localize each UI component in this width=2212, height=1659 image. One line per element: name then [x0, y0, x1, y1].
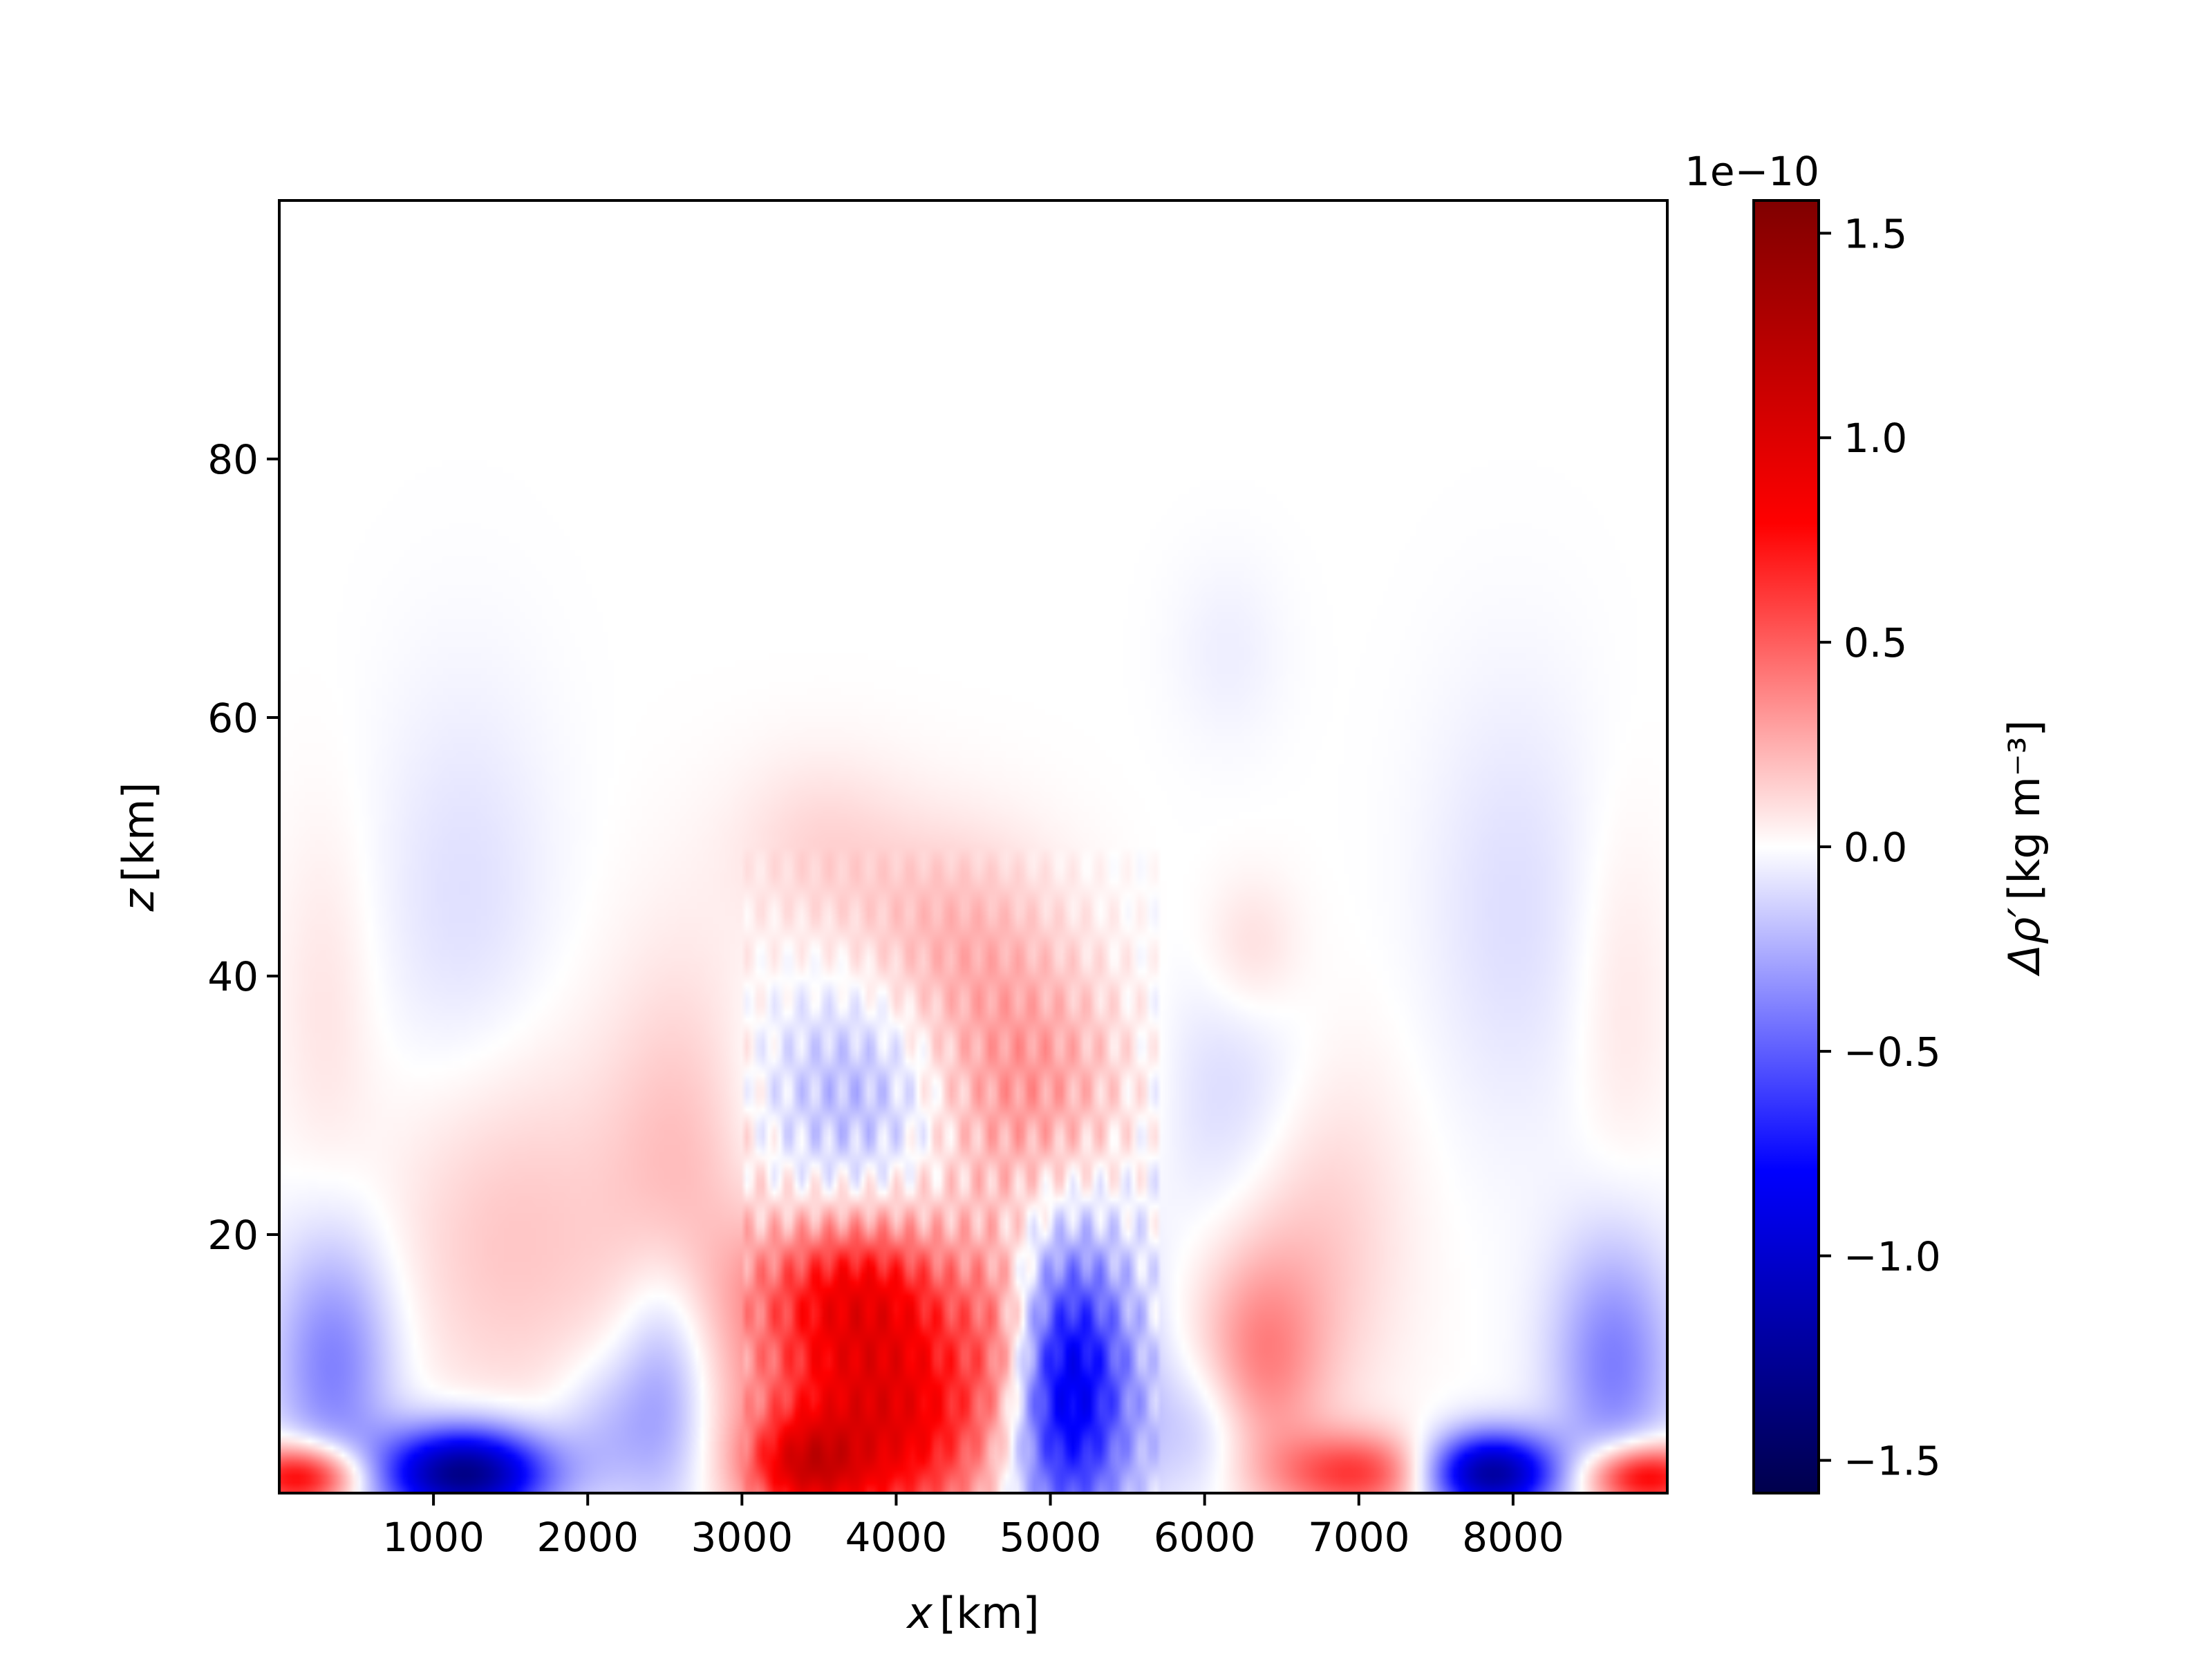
colorbar-tick-label: −1.0: [1844, 1233, 1941, 1280]
y-axis-label-var: z: [113, 888, 164, 912]
x-axis-ticks: 1000 2000 3000 4000 5000 6000 7000 8000: [382, 1493, 1564, 1561]
colorbar-tick-label: −0.5: [1844, 1029, 1941, 1076]
colorbar-tick-label: 1.0: [1844, 415, 1907, 462]
x-tick-label: 8000: [1462, 1514, 1564, 1561]
colorbar-scale-label: 1e−10: [1685, 148, 1819, 195]
x-tick-label: 2000: [536, 1514, 639, 1561]
x-axis-label: x [km]: [906, 1588, 1039, 1638]
y-tick-label: 60: [207, 695, 259, 742]
x-tick-label: 3000: [691, 1514, 794, 1561]
colorbar-tick-label: 0.0: [1844, 824, 1907, 871]
colorbar-tick-label: 1.5: [1844, 210, 1907, 257]
x-axis-label-unit: [km]: [939, 1588, 1040, 1638]
x-tick-label: 5000: [1000, 1514, 1102, 1561]
x-tick-label: 1000: [382, 1514, 485, 1561]
x-axis-label-var: x: [906, 1588, 933, 1638]
y-tick-label: 20: [207, 1212, 259, 1259]
plot-frame: [278, 199, 1669, 1494]
y-tick-label: 40: [207, 953, 259, 1000]
colorbar: [1752, 199, 1820, 1494]
y-axis-label-unit: [km]: [113, 782, 164, 882]
colorbar-ticks: −1.5 −1.0 −0.5 0.0 0.5 1.0 1.5: [1819, 210, 1941, 1485]
heatmap-canvas: [279, 200, 1667, 1493]
colorbar-label: Δρ′ [kg m⁻³]: [1999, 720, 2050, 976]
y-axis-label: z [km]: [113, 782, 164, 912]
x-tick-label: 6000: [1154, 1514, 1256, 1561]
x-tick-label: 7000: [1308, 1514, 1410, 1561]
colorbar-label-var: Δρ′: [1999, 908, 2050, 977]
x-tick-label: 4000: [845, 1514, 948, 1561]
colorbar-tick-label: 0.5: [1844, 619, 1907, 666]
colorbar-tick-label: −1.5: [1844, 1438, 1941, 1485]
y-tick-label: 80: [207, 436, 259, 483]
y-axis-ticks: 20 40 60 80: [207, 436, 279, 1259]
heatmap-container: [279, 200, 1667, 1493]
colorbar-label-unit: [kg m⁻³]: [1999, 720, 2050, 900]
